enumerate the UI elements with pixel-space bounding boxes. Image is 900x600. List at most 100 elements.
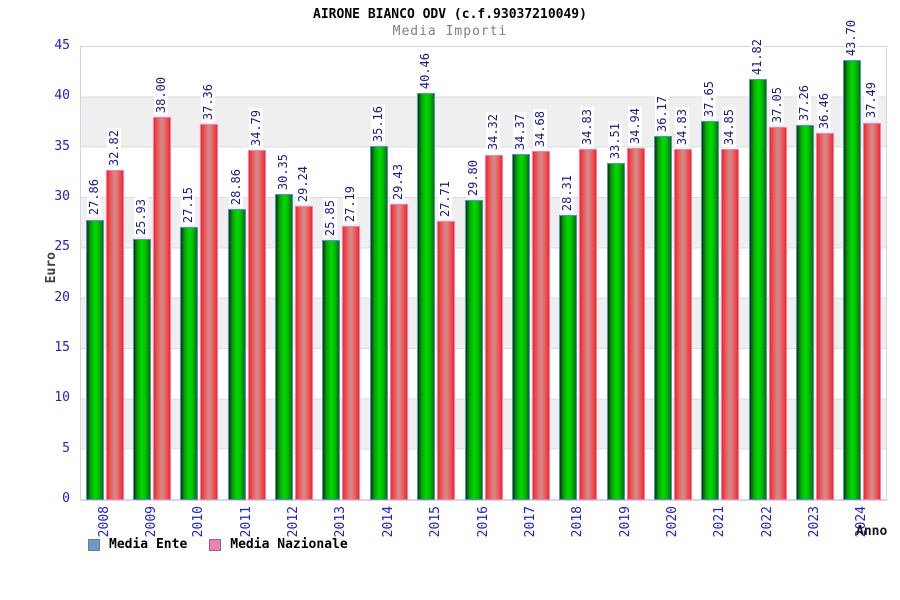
bar-media-ente-2011 — [227, 209, 246, 500]
bar-media-nazionale-2024 — [863, 122, 882, 500]
bar-value-label: 38.00 — [154, 75, 169, 116]
bar-value-label: 37.26 — [796, 82, 811, 123]
bar-value-label: 37.36 — [201, 81, 216, 122]
x-tick-2021: 2021 — [712, 506, 728, 538]
legend-label-media-nazionale: Media Nazionale — [230, 537, 348, 552]
bar-value-label: 41.82 — [749, 36, 764, 78]
bar-value-label: 29.80 — [465, 157, 480, 199]
y-tick-30: 30 — [54, 189, 70, 204]
bar-media-nazionale-2010 — [200, 123, 219, 500]
bar-value-label: 34.85 — [722, 107, 737, 148]
x-tick-2013: 2013 — [333, 506, 349, 538]
bar-value-label: 25.93 — [134, 196, 149, 237]
bar-value-label: 27.19 — [343, 184, 358, 225]
legend-label-media-ente: Media Ente — [109, 537, 188, 552]
bar-media-nazionale-2013 — [342, 226, 361, 500]
bar-media-ente-2014 — [369, 146, 388, 500]
bar-media-ente-2020 — [653, 135, 672, 500]
bar-value-label: 29.24 — [296, 163, 311, 204]
bar-media-ente-2015 — [417, 92, 436, 500]
bar-value-label: 28.86 — [228, 167, 243, 208]
y-tick-0: 0 — [62, 491, 70, 506]
bar-value-label: 27.15 — [181, 184, 196, 225]
bar-value-label: 25.85 — [323, 197, 338, 238]
x-tick-2011: 2011 — [238, 506, 254, 538]
bar-value-label: 36.17 — [654, 93, 669, 134]
y-tick-45: 45 — [54, 38, 70, 53]
bar-media-ente-2019 — [606, 162, 625, 500]
x-tick-2020: 2020 — [664, 506, 680, 538]
bar-media-nazionale-2019 — [626, 148, 645, 500]
bar-media-ente-2024 — [843, 60, 862, 500]
legend-entry-media-ente: Media Ente — [88, 537, 187, 552]
x-tick-2014: 2014 — [380, 506, 396, 538]
chart-title: AIRONE BIANCO ODV (c.f.93037210049) — [313, 7, 587, 22]
bar-value-label: 34.32 — [485, 112, 500, 153]
y-tick-10: 10 — [54, 390, 70, 406]
bar-media-ente-2023 — [795, 124, 814, 500]
bar-value-label: 28.31 — [560, 172, 575, 214]
bar-value-label: 35.16 — [370, 103, 385, 145]
x-tick-2010: 2010 — [191, 506, 207, 538]
bar-value-label: 37.05 — [769, 84, 784, 126]
x-tick-2015: 2015 — [428, 506, 444, 538]
bar-media-ente-2016 — [464, 200, 483, 500]
bar-value-label: 37.49 — [864, 80, 879, 121]
y-tick-40: 40 — [54, 88, 70, 104]
bar-value-label: 34.83 — [580, 107, 595, 148]
bar-media-nazionale-2023 — [815, 132, 834, 500]
y-tick-15: 15 — [54, 340, 70, 355]
bar-value-label: 43.70 — [844, 17, 859, 59]
bar-media-ente-2013 — [322, 239, 341, 500]
x-tick-2019: 2019 — [617, 506, 633, 538]
bar-media-nazionale-2022 — [768, 127, 787, 500]
bar-media-nazionale-2014 — [389, 203, 408, 500]
bar-value-label: 34.37 — [512, 111, 527, 153]
bar-value-label: 33.51 — [607, 120, 622, 161]
x-tick-2022: 2022 — [759, 506, 775, 538]
bar-media-nazionale-2012 — [295, 205, 314, 500]
bar-value-label: 34.68 — [532, 108, 547, 149]
x-tick-2009: 2009 — [144, 506, 160, 538]
legend-swatch-media-nazionale-icon — [209, 538, 222, 551]
bar-media-nazionale-2020 — [673, 149, 692, 500]
bar-media-ente-2017 — [511, 154, 530, 500]
bar-media-nazionale-2008 — [105, 169, 124, 500]
y-tick-20: 20 — [54, 289, 70, 305]
y-tick-25: 25 — [54, 239, 70, 255]
x-tick-2016: 2016 — [475, 506, 491, 538]
y-axis-ticks: 0 5 10 15 20 25 30 35 40 45 — [0, 38, 70, 506]
bar-media-ente-2018 — [559, 215, 578, 500]
bar-media-nazionale-2011 — [247, 149, 266, 500]
bar-value-label: 37.65 — [702, 78, 717, 119]
legend: Media Ente Media Nazionale — [88, 537, 348, 552]
bars-layer: 27.86 32.82 25.93 38.00 27.15 37.36 28.86 34.79… — [81, 17, 886, 500]
bar-media-nazionale-2021 — [721, 149, 740, 500]
bar-media-nazionale-2009 — [153, 117, 172, 500]
bar-value-label: 40.46 — [418, 50, 433, 91]
bar-media-ente-2008 — [85, 219, 104, 500]
bar-value-label: 27.86 — [86, 177, 101, 218]
bar-value-label: 34.79 — [248, 107, 263, 148]
bar-value-label: 36.46 — [816, 90, 831, 131]
x-tick-2008: 2008 — [96, 506, 112, 538]
bar-media-nazionale-2016 — [484, 154, 503, 500]
bar-media-ente-2021 — [701, 121, 720, 500]
bar-value-label: 30.35 — [276, 152, 291, 193]
chart-subtitle: Media Importi — [392, 24, 508, 39]
bar-value-label: 27.71 — [438, 178, 453, 220]
legend-swatch-media-ente-icon — [88, 538, 100, 551]
x-tick-2017: 2017 — [522, 506, 538, 538]
bar-value-label: 34.94 — [627, 106, 642, 147]
x-tick-2012: 2012 — [286, 506, 302, 538]
bar-media-ente-2010 — [180, 226, 199, 500]
bar-media-ente-2012 — [275, 194, 294, 500]
x-tick-2023: 2023 — [806, 506, 822, 538]
bar-value-label: 34.83 — [674, 107, 689, 148]
legend-entry-media-nazionale: Media Nazionale — [209, 537, 348, 552]
bar-value-label: 32.82 — [106, 127, 121, 168]
bar-value-label: 29.43 — [390, 161, 405, 202]
bar-media-ente-2022 — [748, 79, 767, 500]
y-tick-35: 35 — [54, 138, 70, 154]
